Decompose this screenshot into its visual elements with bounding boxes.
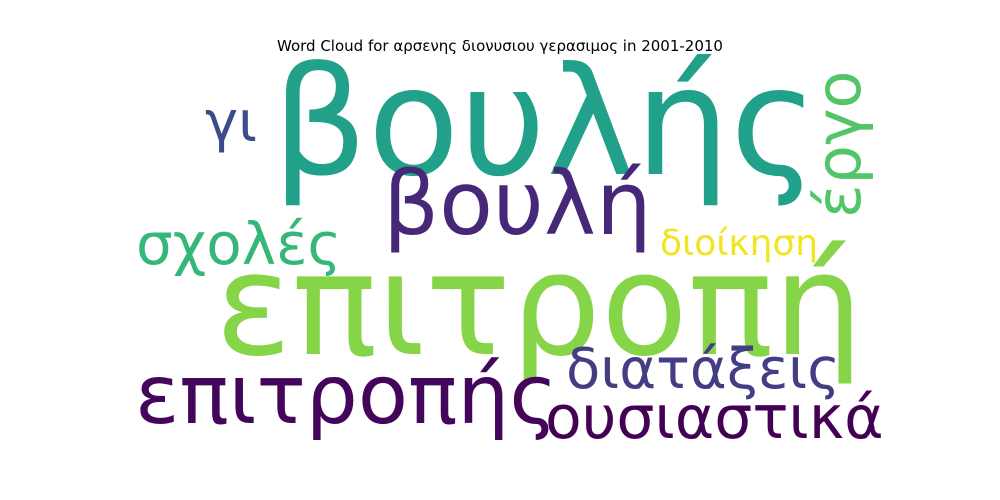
word-6: διατάξεις (566, 337, 841, 402)
word-2: βουλή (383, 152, 652, 255)
word-4: ουσιαστικά (545, 383, 884, 453)
word-0: βουλής (272, 36, 819, 210)
word-8: γι (205, 90, 258, 155)
word-5: σχολές (136, 210, 342, 278)
word-9: διοίκηση (660, 223, 819, 264)
word-1: επιτροπή (215, 223, 864, 388)
word-3: επιτροπής (135, 348, 558, 443)
word-7: έργο (802, 70, 875, 219)
chart-title: Word Cloud for αρσενης διονυσιου γερασιμ… (277, 37, 723, 55)
